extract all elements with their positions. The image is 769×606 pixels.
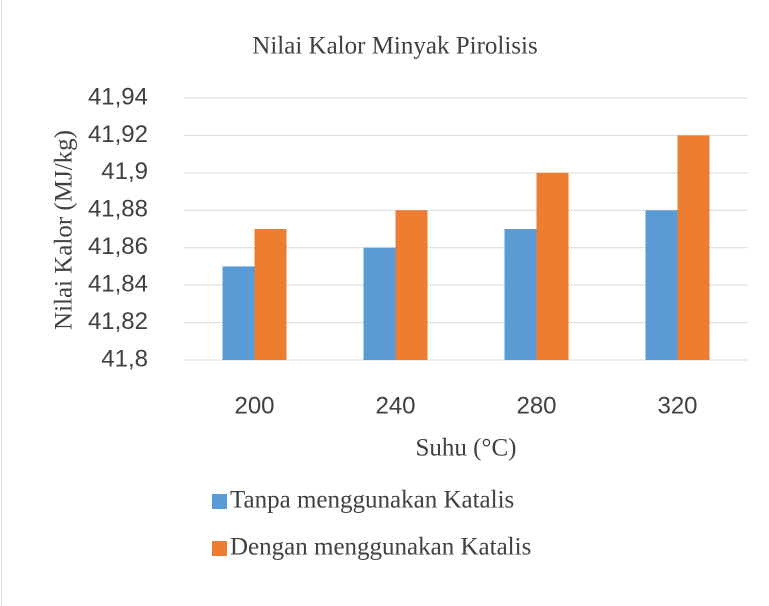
y-tick-label: 41,84 <box>88 270 148 297</box>
x-tick-label: 320 <box>657 392 697 419</box>
y-tick-label: 41,94 <box>88 83 148 110</box>
bar <box>363 247 396 360</box>
y-axis-label: Nilai Kalor (MJ/kg) <box>51 130 78 330</box>
x-axis-label: Suhu (°C) <box>416 435 517 462</box>
y-tick-label: 41,92 <box>88 121 148 148</box>
legend-swatch <box>212 494 227 509</box>
y-tick-label: 41,88 <box>88 196 148 223</box>
bar <box>645 210 678 360</box>
y-tick-label: 41,86 <box>88 233 148 260</box>
bar <box>677 135 710 360</box>
x-tick-label: 240 <box>375 392 415 419</box>
legend-label: Dengan menggunakan Katalis <box>230 534 531 561</box>
bar <box>222 266 255 360</box>
y-tick-label: 41,9 <box>101 158 148 185</box>
bar <box>254 229 287 360</box>
x-tick-label: 200 <box>234 392 274 419</box>
legend-swatch <box>212 541 227 556</box>
x-tick-label: 280 <box>516 392 556 419</box>
bar <box>504 229 537 360</box>
chart-title: Nilai Kalor Minyak Pirolisis <box>252 33 537 60</box>
y-tick-label: 41,8 <box>101 345 148 372</box>
bar <box>536 172 569 360</box>
bar <box>395 210 428 360</box>
y-tick-label: 41,82 <box>88 308 148 335</box>
legend-label: Tanpa menggunakan Katalis <box>230 487 514 514</box>
